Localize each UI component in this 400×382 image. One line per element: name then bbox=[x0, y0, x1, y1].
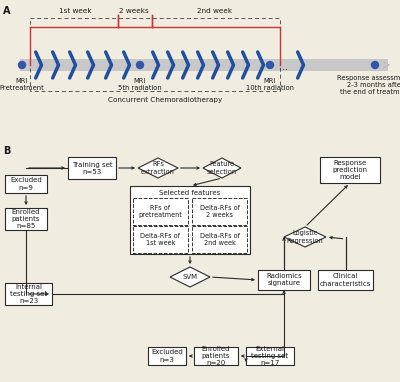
Circle shape bbox=[18, 62, 26, 68]
FancyBboxPatch shape bbox=[318, 270, 373, 290]
Text: RFs of
pretreatment: RFs of pretreatment bbox=[138, 205, 182, 218]
Circle shape bbox=[136, 62, 144, 68]
FancyBboxPatch shape bbox=[320, 157, 380, 183]
Polygon shape bbox=[284, 227, 326, 247]
Text: Response assessment:
2-3 months after
the end of treatment: Response assessment: 2-3 months after th… bbox=[337, 75, 400, 95]
Text: RFs
extraction: RFs extraction bbox=[141, 162, 175, 175]
Text: Logistic
Regression: Logistic Regression bbox=[287, 230, 323, 243]
Text: 2nd week: 2nd week bbox=[198, 8, 232, 14]
FancyBboxPatch shape bbox=[192, 226, 247, 253]
Text: A: A bbox=[3, 6, 10, 16]
Text: Excluded
n=3: Excluded n=3 bbox=[151, 350, 183, 363]
Text: Training set
n=53: Training set n=53 bbox=[72, 162, 112, 175]
Text: Radiomics
signature: Radiomics signature bbox=[266, 274, 302, 286]
Text: External
testing set
n=17: External testing set n=17 bbox=[252, 346, 288, 366]
Polygon shape bbox=[170, 267, 210, 287]
FancyBboxPatch shape bbox=[246, 347, 294, 365]
Text: MRI
10th radiation: MRI 10th radiation bbox=[246, 78, 294, 91]
Text: ...: ... bbox=[278, 62, 288, 72]
FancyBboxPatch shape bbox=[5, 175, 47, 193]
Text: Excluded
n=9: Excluded n=9 bbox=[10, 178, 42, 191]
Text: Delta-RFs of
1st week: Delta-RFs of 1st week bbox=[140, 233, 180, 246]
FancyBboxPatch shape bbox=[258, 270, 310, 290]
FancyBboxPatch shape bbox=[192, 198, 247, 225]
FancyBboxPatch shape bbox=[130, 186, 250, 254]
Text: SVM: SVM bbox=[182, 274, 198, 280]
Text: MRI
5th radiation: MRI 5th radiation bbox=[118, 78, 162, 91]
Text: Enrolled
patients
n=20: Enrolled patients n=20 bbox=[202, 346, 230, 366]
FancyBboxPatch shape bbox=[5, 283, 52, 305]
Text: 2 weeks: 2 weeks bbox=[119, 8, 149, 14]
Polygon shape bbox=[203, 158, 241, 178]
Text: Selected features: Selected features bbox=[159, 190, 221, 196]
Text: B: B bbox=[3, 146, 10, 156]
FancyBboxPatch shape bbox=[5, 208, 47, 230]
FancyBboxPatch shape bbox=[194, 347, 238, 365]
Text: Enrolled
patients
n=85: Enrolled patients n=85 bbox=[12, 209, 40, 229]
FancyBboxPatch shape bbox=[133, 226, 188, 253]
Polygon shape bbox=[138, 158, 178, 178]
FancyBboxPatch shape bbox=[68, 157, 116, 179]
Text: 1st week: 1st week bbox=[59, 8, 91, 14]
Text: Feature
selection: Feature selection bbox=[207, 162, 237, 175]
Text: Delta-RFs of
2 weeks: Delta-RFs of 2 weeks bbox=[200, 205, 240, 218]
Circle shape bbox=[266, 62, 274, 68]
FancyBboxPatch shape bbox=[20, 59, 388, 71]
Text: Response
prediction
model: Response prediction model bbox=[332, 160, 368, 180]
Text: Delta-RFs of
2nd week: Delta-RFs of 2nd week bbox=[200, 233, 240, 246]
Text: MRI
Pretreatment: MRI Pretreatment bbox=[0, 78, 44, 91]
Circle shape bbox=[372, 62, 378, 68]
Text: Internal
testing set
n=23: Internal testing set n=23 bbox=[10, 284, 47, 304]
Text: Clinical
characteristics: Clinical characteristics bbox=[320, 274, 371, 286]
FancyBboxPatch shape bbox=[148, 347, 186, 365]
FancyBboxPatch shape bbox=[133, 198, 188, 225]
Text: Concurrent Chemoradiotherapy: Concurrent Chemoradiotherapy bbox=[108, 97, 222, 103]
